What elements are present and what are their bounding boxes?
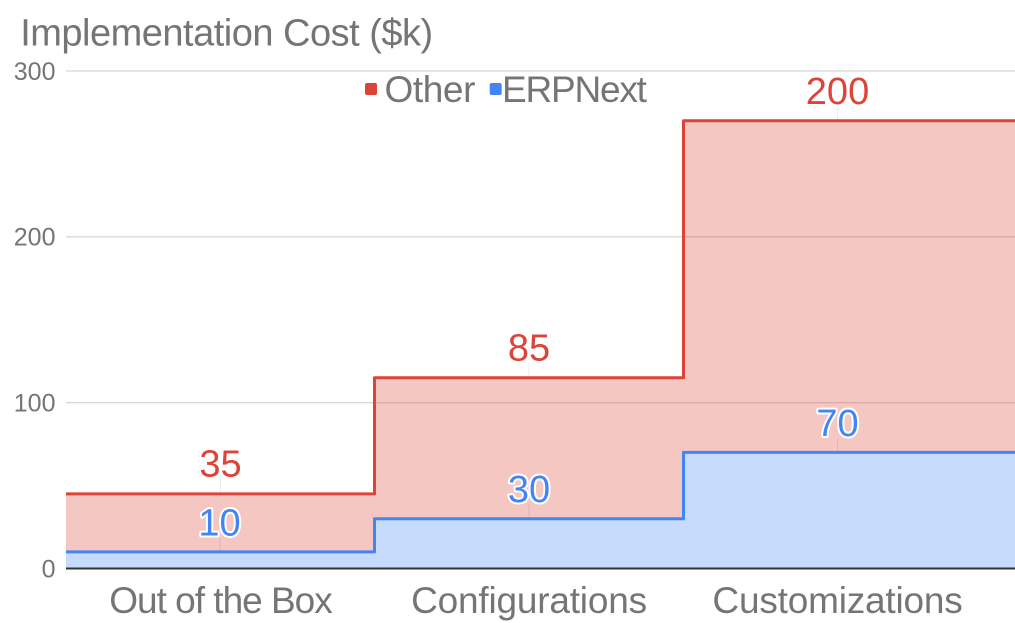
svg-text:35: 35 bbox=[199, 443, 241, 485]
svg-text:200: 200 bbox=[14, 224, 56, 252]
svg-text:ERPNext: ERPNext bbox=[502, 69, 648, 110]
svg-text:70: 70 bbox=[816, 403, 858, 445]
svg-text:300: 300 bbox=[14, 58, 56, 86]
svg-text:Customizations: Customizations bbox=[712, 580, 962, 621]
svg-text:0: 0 bbox=[42, 555, 56, 583]
svg-text:30: 30 bbox=[508, 469, 550, 511]
svg-text:30: 30 bbox=[508, 469, 550, 511]
svg-text:Out of the Box: Out of the Box bbox=[109, 580, 333, 621]
svg-text:Implementation Cost ($k): Implementation Cost ($k) bbox=[20, 12, 433, 54]
svg-text:100: 100 bbox=[14, 390, 56, 418]
svg-text:Other: Other bbox=[385, 69, 476, 110]
svg-text:10: 10 bbox=[198, 502, 240, 544]
svg-text:10: 10 bbox=[198, 502, 240, 544]
svg-text:Configurations: Configurations bbox=[411, 580, 647, 621]
svg-text:70: 70 bbox=[816, 403, 858, 445]
svg-text:85: 85 bbox=[508, 328, 550, 370]
svg-text:200: 200 bbox=[806, 71, 869, 113]
